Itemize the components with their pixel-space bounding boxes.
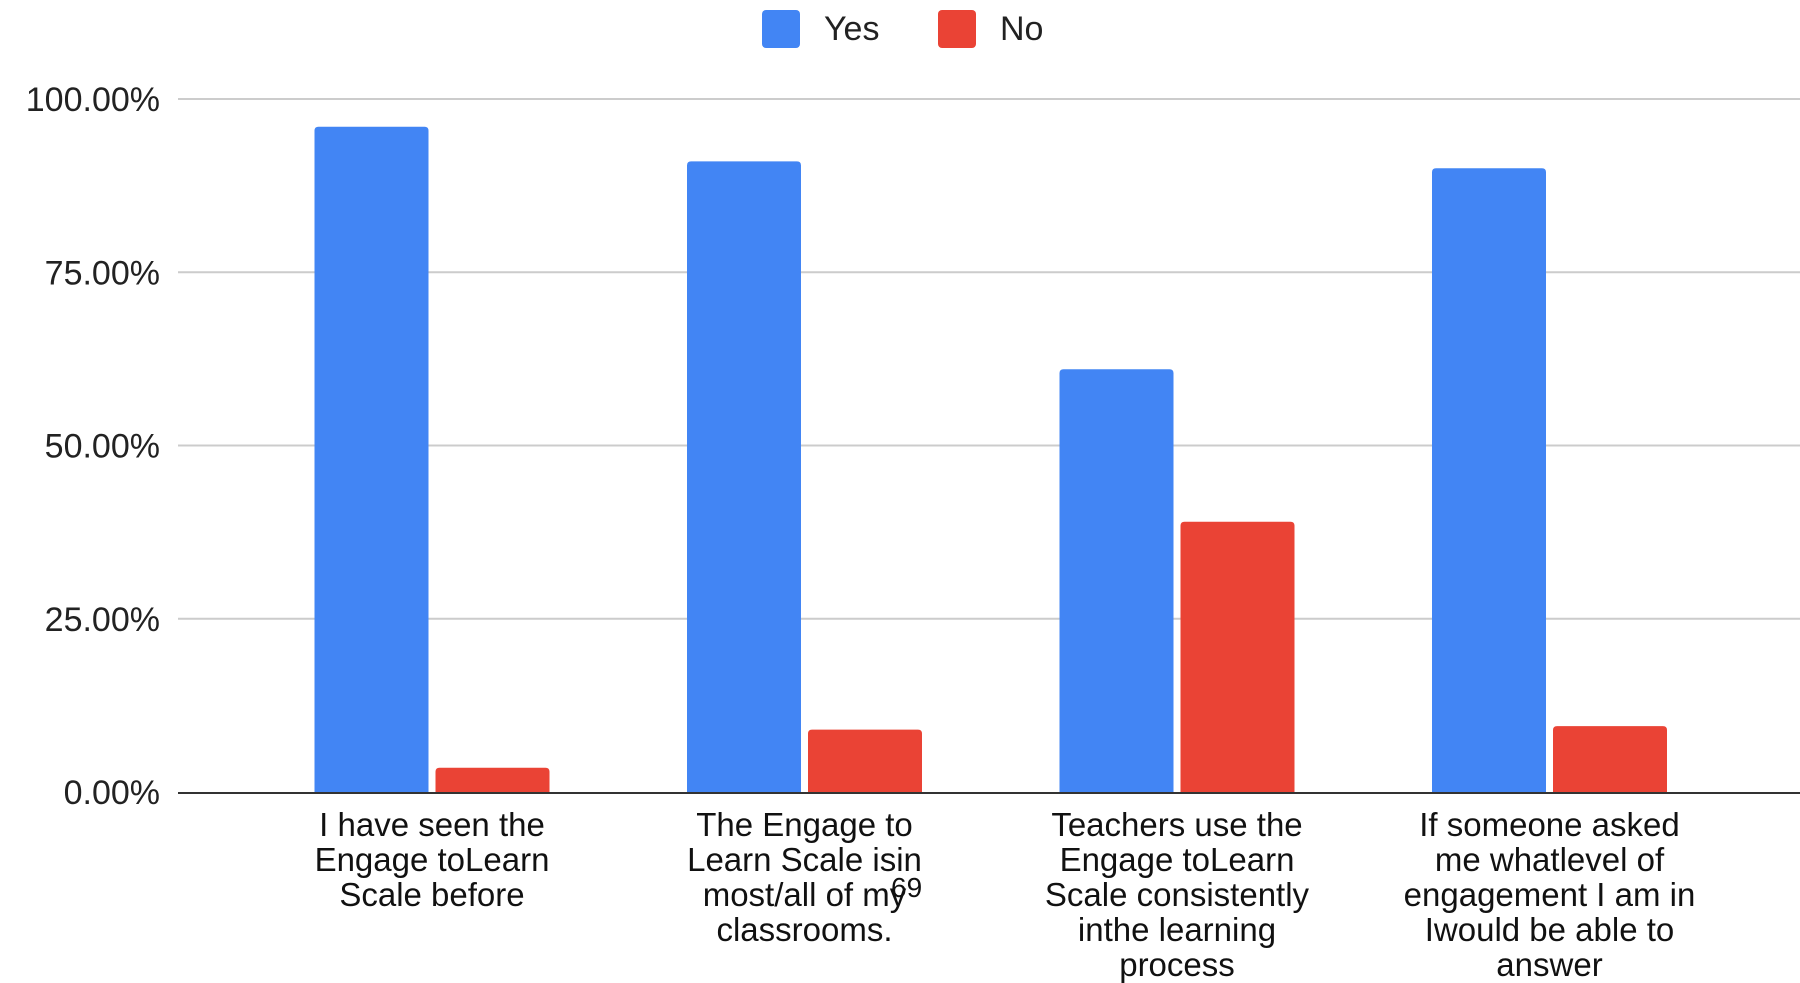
- bar-yes: [1432, 168, 1546, 793]
- x-category-label-line: process: [1119, 946, 1235, 983]
- x-category-label-line: I have seen the: [319, 806, 545, 843]
- bar-no: [808, 729, 922, 792]
- x-category-label-line: Scale before: [339, 876, 524, 913]
- bar-group: [1432, 168, 1667, 793]
- x-category-label: Teachers use the Engage toLearn Scale cons…: [1045, 806, 1310, 983]
- page-number: 69: [891, 872, 923, 903]
- x-category-label-line: Learn Scale isin: [687, 841, 922, 878]
- legend-swatch: [938, 10, 976, 48]
- y-tick-label: 50.00%: [45, 428, 160, 466]
- bar-yes: [687, 161, 801, 792]
- bar-no: [1180, 521, 1295, 792]
- x-category-label-line: Iwould be able to: [1425, 911, 1675, 948]
- legend-item-yes: Yes: [762, 10, 879, 48]
- legend-swatch: [762, 10, 800, 48]
- bar-group: [687, 161, 922, 792]
- bar-group: [314, 126, 550, 793]
- x-category-label-line: most/all of my: [703, 876, 907, 913]
- x-category-label-line: inthe learning: [1078, 911, 1276, 948]
- x-category-label-line: classrooms.: [716, 911, 892, 948]
- legend: Yes No: [762, 10, 1043, 48]
- x-axis-category-labels: I have seen the Engage toLearn Scale befor…: [315, 806, 1696, 983]
- bar-group: [1059, 369, 1295, 792]
- x-category-label-line: answer: [1496, 946, 1602, 983]
- x-category-label: I have seen the Engage toLearn Scale befor…: [315, 806, 550, 913]
- x-category-label-line: If someone asked: [1419, 806, 1680, 843]
- x-category-label-line: Teachers use the: [1051, 806, 1302, 843]
- legend-label: Yes: [824, 10, 879, 48]
- bar-no: [435, 767, 550, 792]
- legend-item-no: No: [938, 10, 1043, 48]
- x-category-label-line: Scale consistently: [1045, 876, 1310, 913]
- y-axis-tick-labels: 0.00% 25.00% 50.00% 75.00% 100.00%: [26, 81, 160, 812]
- x-category-label-line: Engage toLearn: [1060, 841, 1295, 878]
- bar-no: [1553, 726, 1667, 792]
- x-category-label: The Engage to Learn Scale isin most/all of…: [687, 806, 922, 948]
- x-category-label-line: Engage toLearn: [315, 841, 550, 878]
- y-tick-label: 25.00%: [45, 601, 160, 639]
- bar-yes: [314, 126, 429, 793]
- x-category-label-line: engagement I am in: [1404, 876, 1696, 913]
- x-category-label-line: me whatlevel of: [1435, 841, 1665, 878]
- y-tick-label: 75.00%: [45, 254, 160, 292]
- x-category-label: If someone asked me whatlevel of engagemen…: [1404, 806, 1696, 983]
- bar-yes: [1059, 369, 1174, 792]
- legend-label: No: [1000, 10, 1043, 48]
- y-tick-label: 0.00%: [64, 774, 160, 812]
- y-tick-label: 100.00%: [26, 81, 160, 119]
- bars: [314, 126, 1667, 793]
- x-category-label-line: The Engage to: [696, 806, 913, 843]
